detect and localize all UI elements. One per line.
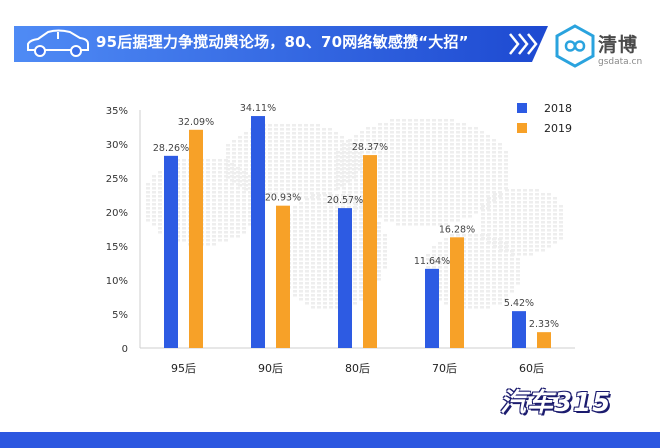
x-tick-label: 60后: [519, 362, 544, 375]
bar-2019: [450, 237, 464, 348]
legend-swatch: [517, 103, 527, 113]
bar-2019: [363, 155, 377, 348]
data-label: 32.09%: [178, 117, 214, 128]
y-tick-label: 20%: [106, 208, 128, 219]
bar-2018: [338, 208, 352, 348]
brand-site: gsdata.cn: [598, 57, 643, 67]
bar-2019: [189, 129, 203, 348]
y-tick-label: 25%: [106, 174, 128, 185]
legend-label: 2018: [544, 102, 572, 115]
car-icon: [27, 29, 89, 57]
x-tick-label: 70后: [432, 362, 457, 375]
data-label: 34.11%: [240, 103, 276, 114]
legend-label: 2019: [544, 122, 572, 135]
y-tick-label: 10%: [106, 276, 128, 287]
chart-axes: [139, 110, 575, 349]
brand-logo: 清博 gsdata.cn: [555, 24, 660, 74]
bar-series: [164, 116, 551, 348]
data-label: 11.64%: [414, 256, 450, 267]
footer-logo: 汽车315: [500, 388, 612, 418]
y-tick-label: 15%: [106, 242, 128, 253]
data-label: 2.33%: [529, 319, 559, 330]
header-banner: 95后据理力争搅动舆论场，80、70网络敏感攒“大招” 清博 gsdata.cn: [0, 0, 660, 80]
legend-swatch: [517, 123, 527, 133]
x-tick-label: 80后: [345, 362, 370, 375]
brand-name: 清博: [598, 34, 639, 56]
y-tick-label: 35%: [106, 106, 128, 117]
data-label: 28.37%: [352, 142, 388, 153]
data-label: 20.93%: [265, 193, 301, 204]
y-tick-label: 0: [122, 344, 128, 355]
x-tick-label: 90后: [258, 362, 283, 375]
infinity-logo-icon: [555, 24, 595, 68]
page-title: 95后据理力争搅动舆论场，80、70网络敏感攒“大招”: [96, 33, 469, 51]
banner-background: [14, 26, 548, 62]
data-label: 5.42%: [504, 298, 534, 309]
bar-2018: [251, 116, 265, 348]
y-tick-label: 30%: [106, 140, 128, 151]
bar-2018: [425, 268, 439, 348]
bar-2019: [537, 332, 551, 348]
bar-2018: [512, 311, 526, 348]
x-tick-label: 95后: [171, 362, 196, 375]
data-label: 20.57%: [327, 195, 363, 206]
bar-2018: [164, 155, 178, 348]
bar-chart: 0 5% 10% 15% 20% 25% 30% 35% 28.26% 32.09% 34.11%…: [106, 102, 575, 375]
data-labels: 28.26% 32.09% 34.11% 20.93% 20.57% 28.37% 11.6…: [153, 103, 559, 330]
x-tick-labels: 95后 90后 80后 70后 60后: [171, 362, 544, 375]
data-label: 28.26%: [153, 143, 189, 154]
footer-bar: [0, 432, 660, 448]
y-tick-labels: 0 5% 10% 15% 20% 25% 30% 35%: [106, 106, 128, 355]
bar-2019: [276, 205, 290, 348]
chart-legend: 2018 2019: [517, 102, 572, 135]
data-label: 16.28%: [439, 224, 475, 235]
y-tick-label: 5%: [112, 310, 128, 321]
chevron-decoration: [509, 33, 538, 55]
